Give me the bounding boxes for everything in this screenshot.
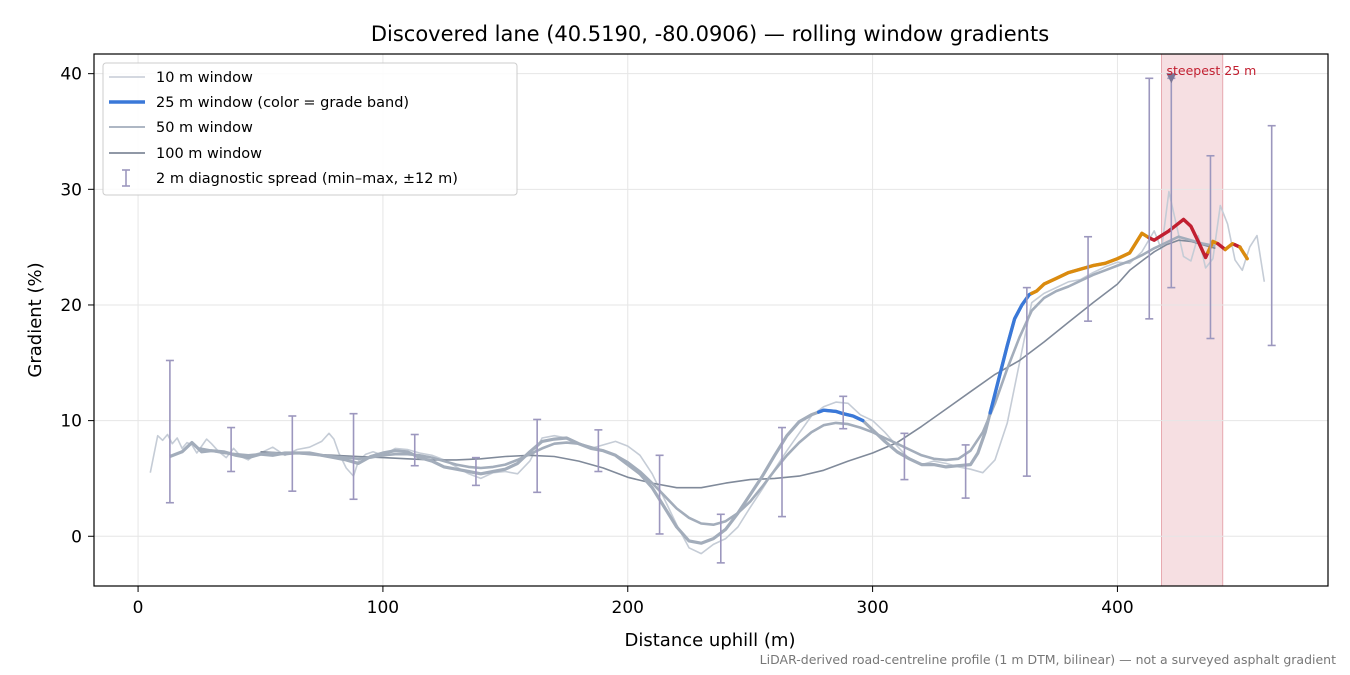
- y-tick-label: 20: [60, 296, 82, 316]
- y-tick-label: 40: [60, 65, 82, 85]
- legend-item: 100 m window: [109, 146, 262, 162]
- legend-label: 25 m window (color = grade band): [156, 95, 409, 111]
- legend-item: 10 m window: [109, 70, 253, 86]
- errorbar: [410, 433, 419, 467]
- errorbar: [288, 415, 297, 492]
- errorbar: [471, 456, 480, 487]
- errorbar: [778, 426, 787, 518]
- x-axis-label: Distance uphill (m): [625, 630, 796, 651]
- y-tick-label: 30: [60, 180, 82, 200]
- errorbar: [1267, 124, 1276, 347]
- errorbar: [1022, 286, 1031, 477]
- footnote: LiDAR-derived road-centreline profile (1…: [760, 652, 1336, 667]
- errorbar: [349, 412, 358, 501]
- errorbar: [716, 513, 725, 564]
- series-25m-band-segment: [1238, 245, 1249, 261]
- errorbar: [1145, 77, 1154, 320]
- errorbar: [839, 395, 848, 430]
- y-axis-label: Gradient (%): [25, 262, 46, 377]
- y-tick-label: 0: [71, 527, 82, 547]
- legend-label: 2 m diagnostic spread (min–max, ±12 m): [156, 171, 458, 187]
- legend: 10 m window 25 m window (color = grade ba…: [102, 62, 518, 196]
- errorbar: [594, 429, 603, 473]
- errorbar: [165, 359, 174, 504]
- legend-box: [102, 62, 518, 196]
- legend-item: 25 m window (color = grade band): [109, 95, 409, 111]
- chart-title: Discovered lane (40.5190, -80.0906) — ro…: [371, 22, 1049, 46]
- errorbar: [1206, 154, 1215, 340]
- legend-item: 2 m diagnostic spread (min–max, ±12 m): [122, 169, 458, 187]
- errorbar: [1084, 235, 1093, 322]
- x-tick-label: 100: [367, 598, 399, 618]
- legend-label: 10 m window: [156, 70, 253, 86]
- x-tick-label: 400: [1101, 598, 1133, 618]
- x-tick-label: 200: [612, 598, 644, 618]
- y-tick-label: 10: [60, 412, 82, 432]
- errorbar: [900, 432, 909, 481]
- legend-label: 50 m window: [156, 120, 253, 136]
- steepest-label: steepest 25 m: [1167, 63, 1257, 78]
- plot-frame: [93, 53, 1329, 587]
- x-tick-label: 0: [133, 598, 144, 618]
- errorbar: [655, 454, 664, 535]
- series-25m-band-segment: [1206, 239, 1220, 254]
- series-group: [149, 77, 1276, 564]
- legend-item: 50 m window: [109, 120, 253, 136]
- errorbar: [533, 418, 542, 494]
- legend-label: 100 m window: [156, 146, 262, 162]
- x-tick-label: 300: [856, 598, 888, 618]
- series-25m-band-segment: [1147, 217, 1210, 260]
- plot-area: steepest 25 m 0 100 200 300 400 0 10 20 30 40: [60, 53, 1329, 618]
- series-25m-band-segment: [988, 291, 1034, 415]
- series-25m-band-segment: [817, 408, 865, 423]
- steepest-marker: [1166, 73, 1177, 84]
- series-25m-band-segment: [1030, 231, 1151, 296]
- errorbar: [961, 444, 970, 499]
- errorbar: [227, 426, 236, 473]
